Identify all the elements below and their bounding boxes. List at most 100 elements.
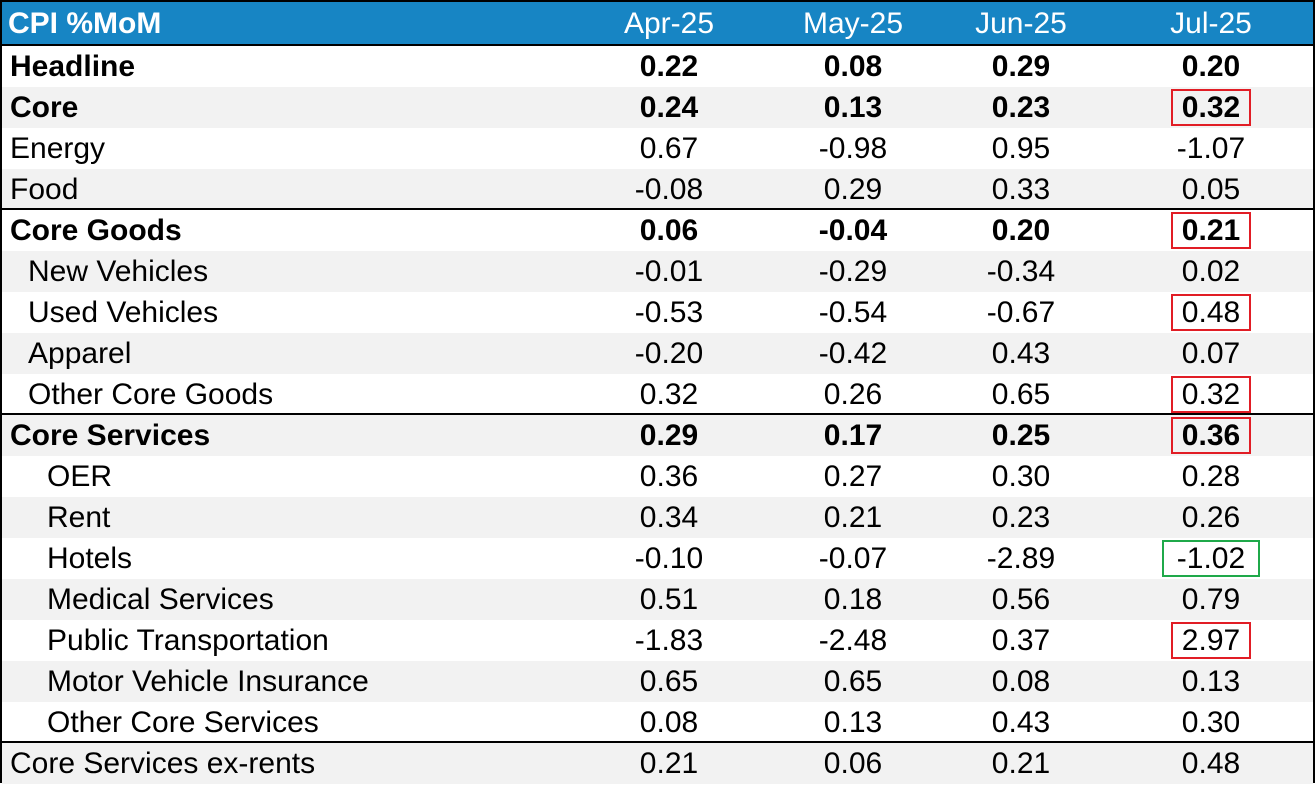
cell-public-transportation-jun-25: 0.37 [991,624,1051,657]
row-label-core-goods: Core Goods [10,214,182,247]
cell-core-services-ex-rents-may-25: 0.06 [823,747,883,780]
cell-motor-vehicle-insurance-apr-25: 0.65 [639,665,699,698]
red-highlight-box [1171,212,1251,249]
cell-core-goods-jun-25: 0.20 [991,214,1051,247]
cell-used-vehicles-jul-25: 0.48 [1181,296,1241,329]
cell-core-services-jul-25: 0.36 [1181,419,1241,452]
table-row: Core Services ex-rents 0.21 0.06 0.21 0.48 [2,741,1313,784]
table-row: Core 0.24 0.13 0.23 0.32 [2,87,1313,128]
cell-other-core-services-jun-25: 0.43 [991,706,1051,739]
cell-core-services-jun-25: 0.25 [991,419,1051,452]
cell-core-services-ex-rents-apr-25: 0.21 [639,747,699,780]
table-row: Core Goods 0.06 -0.04 0.20 0.21 [2,208,1313,251]
cell-new-vehicles-jul-25: 0.02 [1181,255,1241,288]
cell-public-transportation-jul-25: 2.97 [1181,624,1241,657]
cell-rent-jul-25: 0.26 [1181,501,1241,534]
row-label-motor-vehicle-insurance: Motor Vehicle Insurance [47,665,369,698]
cell-core-jul-25: 0.32 [1181,91,1241,124]
cell-core-services-ex-rents-jun-25: 0.21 [991,747,1051,780]
cell-public-transportation-may-25: -2.48 [818,624,888,657]
table-row: New Vehicles -0.01 -0.29 -0.34 0.02 [2,251,1313,292]
cell-core-services-apr-25: 0.29 [639,419,699,452]
table-row: OER 0.36 0.27 0.30 0.28 [2,456,1313,497]
cell-core-may-25: 0.13 [823,91,883,124]
cell-used-vehicles-may-25: -0.54 [818,296,888,329]
cell-headline-jun-25: 0.29 [991,50,1051,83]
cell-food-may-25: 0.29 [823,173,883,206]
cell-energy-jul-25: -1.07 [1176,132,1246,165]
cell-other-core-goods-may-25: 0.26 [823,378,883,411]
cell-energy-may-25: -0.98 [818,132,888,165]
red-highlight-box [1171,294,1251,331]
cell-used-vehicles-apr-25: -0.53 [634,296,704,329]
cell-motor-vehicle-insurance-jul-25: 0.13 [1181,665,1241,698]
cell-rent-apr-25: 0.34 [639,501,699,534]
table-row: Hotels -0.10 -0.07 -2.89 -1.02 [2,538,1313,579]
cell-apparel-jul-25: 0.07 [1181,337,1241,370]
cell-medical-services-apr-25: 0.51 [639,583,699,616]
row-label-public-transportation: Public Transportation [47,624,329,657]
table-row: Public Transportation -1.83 -2.48 0.37 2.97 [2,620,1313,661]
cell-oer-jul-25: 0.28 [1181,460,1241,493]
row-label-medical-services: Medical Services [47,583,274,616]
row-label-core-services-ex-rents: Core Services ex-rents [10,747,316,780]
cell-hotels-may-25: -0.07 [818,542,888,575]
row-label-other-core-goods: Other Core Goods [28,378,274,411]
cell-public-transportation-apr-25: -1.83 [634,624,704,657]
cell-core-goods-apr-25: 0.06 [639,214,699,247]
table-row: Headline 0.22 0.08 0.29 0.20 [2,46,1313,87]
row-label-apparel: Apparel [28,337,132,370]
cell-new-vehicles-apr-25: -0.01 [634,255,704,288]
table-row: Other Core Goods 0.32 0.26 0.65 0.32 [2,374,1313,415]
table-row: Food -0.08 0.29 0.33 0.05 [2,169,1313,210]
row-label-core-services: Core Services [10,419,211,452]
cell-other-core-services-apr-25: 0.08 [639,706,699,739]
cell-new-vehicles-may-25: -0.29 [818,255,888,288]
row-label-used-vehicles: Used Vehicles [28,296,219,329]
cell-core-services-ex-rents-jul-25: 0.48 [1181,747,1241,780]
cell-apparel-may-25: -0.42 [818,337,888,370]
row-label-food: Food [10,173,79,206]
cell-headline-apr-25: 0.22 [639,50,699,83]
cell-other-core-services-jul-25: 0.30 [1181,706,1241,739]
cell-used-vehicles-jun-25: -0.67 [986,296,1056,329]
cell-energy-apr-25: 0.67 [639,132,699,165]
table-row: Used Vehicles -0.53 -0.54 -0.67 0.48 [2,292,1313,333]
row-label-rent: Rent [47,501,111,534]
cell-headline-may-25: 0.08 [823,50,883,83]
cell-core-goods-jul-25: 0.21 [1181,214,1241,247]
table-row: Other Core Services 0.08 0.13 0.43 0.30 [2,702,1313,743]
row-label-energy: Energy [10,132,106,165]
table-row: Apparel -0.20 -0.42 0.43 0.07 [2,333,1313,374]
row-label-hotels: Hotels [47,542,133,575]
cell-hotels-jul-25: -1.02 [1176,542,1246,575]
cell-rent-jun-25: 0.23 [991,501,1051,534]
table-row: Rent 0.34 0.21 0.23 0.26 [2,497,1313,538]
cell-oer-jun-25: 0.30 [991,460,1051,493]
cell-core-apr-25: 0.24 [639,91,699,124]
cell-core-jun-25: 0.23 [991,91,1051,124]
cell-other-core-goods-jun-25: 0.65 [991,378,1051,411]
red-highlight-box [1171,622,1251,659]
row-label-oer: OER [47,460,113,493]
cell-medical-services-may-25: 0.18 [823,583,883,616]
cell-oer-apr-25: 0.36 [639,460,699,493]
cell-medical-services-jun-25: 0.56 [991,583,1051,616]
row-label-headline: Headline [10,50,136,83]
cell-core-goods-may-25: -0.04 [818,214,888,247]
cell-apparel-jun-25: 0.43 [991,337,1051,370]
cell-core-services-may-25: 0.17 [823,419,883,452]
row-label-new-vehicles: New Vehicles [28,255,209,288]
cell-hotels-apr-25: -0.10 [634,542,704,575]
cell-headline-jul-25: 0.20 [1181,50,1241,83]
table-row: Motor Vehicle Insurance 0.65 0.65 0.08 0.13 [2,661,1313,702]
column-header-apr-25: Apr-25 [623,7,715,40]
red-highlight-box [1171,417,1251,454]
table-header: CPI %MoM Apr-25 May-25 Jun-25 Jul-25 [2,2,1313,46]
column-header-jul-25: Jul-25 [1170,7,1252,40]
cell-motor-vehicle-insurance-may-25: 0.65 [823,665,883,698]
row-label-other-core-services: Other Core Services [47,706,319,739]
table-title: CPI %MoM [8,7,162,40]
cell-rent-may-25: 0.21 [823,501,883,534]
